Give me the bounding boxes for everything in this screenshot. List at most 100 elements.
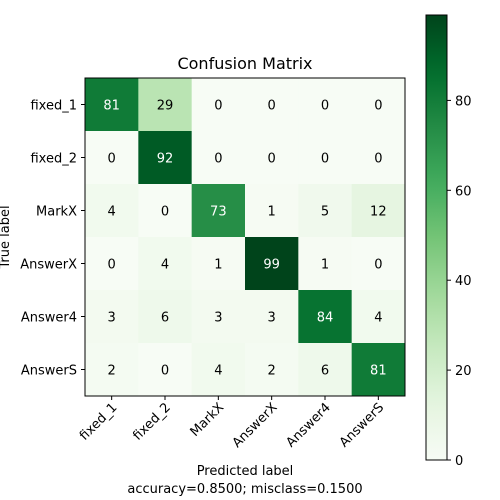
heatmap-cell [245,290,299,344]
heatmap-cell [245,131,299,185]
cell-value-label: 3 [214,311,222,326]
colorbar-tick-label: 0 [455,454,463,469]
heatmap-cell [85,78,139,132]
cell-value-label: 2 [108,364,116,379]
x-tick-label: MarkX [188,400,228,440]
y-axis: fixed_1 fixed_2 MarkX AnswerX Answer4 AnswerS [20,99,85,379]
cell-value-label: 0 [268,152,276,167]
cell-value-label: 0 [214,152,222,167]
heatmap-cell [138,131,193,185]
cell-value-label: 0 [161,364,169,379]
y-tick-label: MarkX [36,205,77,220]
accuracy-footer: accuracy=0.8500; misclass=0.1500 [127,482,362,497]
heatmap-cell [138,78,193,132]
cell-value-label: 12 [370,205,387,220]
y-tick-label: fixed_1 [30,99,77,114]
chart-title: Confusion Matrix [177,54,312,73]
heatmap-cell [351,78,406,132]
cell-value-label: 0 [108,152,116,167]
cell-value-label: 73 [210,205,227,220]
heatmap-cell [351,290,406,344]
y-tick-label: AnswerX [20,258,77,273]
cell-value-label: 99 [263,258,280,273]
x-tick-label: fixed_1 [77,400,120,443]
heatmap-cell [191,290,246,344]
x-axis: fixed_1 fixed_2 MarkX AnswerX Answer4 AnswerS [77,396,387,451]
heatmap-cell [351,131,406,185]
heatmap-cell [351,237,406,291]
heatmap-cell [298,184,353,238]
heatmap-cell [245,237,299,291]
cell-value-label: 4 [214,364,222,379]
heatmap-cell [191,131,246,185]
x-tick-label: AnswerX [230,400,281,451]
colorbar-tick-label: 20 [455,364,472,379]
heatmap-cell [138,290,193,344]
heatmap-cell [85,290,139,344]
heatmap-cell [85,237,139,291]
colorbar-gradient [425,14,448,461]
heatmap-cell [245,184,299,238]
plot-frame [84,77,406,397]
cell-value-label: 81 [103,99,120,114]
cell-value-label: 1 [321,258,329,273]
cell-value-label: 4 [374,311,382,326]
cell-value-label: 6 [161,311,169,326]
cell-value-label: 0 [268,99,276,114]
x-tick-label: Answer4 [284,400,334,450]
cell-value-label: 0 [108,258,116,273]
cell-value-label: 0 [321,99,329,114]
heatmap-cell [85,343,139,397]
cell-value-label: 1 [268,205,276,220]
heatmap-cell [138,184,193,238]
colorbar-tick-label: 80 [455,94,472,109]
colorbar-tick-label: 60 [455,184,472,199]
heatmap-cell [298,290,353,344]
cell-value-label: 0 [374,258,382,273]
cell-value-label: 4 [161,258,169,273]
x-tick-label: fixed_2 [130,400,173,443]
heatmap-cell [245,78,299,132]
y-tick-label: fixed_2 [30,152,77,167]
y-tick-label: Answer4 [21,311,77,326]
heatmap-cell [298,131,353,185]
x-axis-label: Predicted label [197,464,294,479]
heatmap-cells [85,78,406,397]
cell-value-label: 0 [321,152,329,167]
heatmap-cell [351,343,406,397]
heatmap-cell [298,237,353,291]
heatmap-cell [191,343,246,397]
cell-value-label: 5 [321,205,329,220]
cell-value-label: 92 [157,152,174,167]
colorbar-tick-label: 40 [455,274,472,289]
cell-value-label: 0 [374,99,382,114]
y-axis-label: True label [0,205,13,269]
heatmap-cell [85,131,139,185]
heatmap-cell [191,237,246,291]
cell-value-label: 4 [108,205,116,220]
cell-value-label: 84 [317,311,334,326]
heatmap-cell [138,237,193,291]
heatmap-cell [298,343,353,397]
heatmap-cell [138,343,193,397]
heatmap-cell [298,78,353,132]
heatmap-cell [245,343,299,397]
heatmap-cell [351,184,406,238]
x-tick-label: AnswerS [337,400,387,450]
cell-value-label: 29 [157,99,174,114]
colorbar: 0 20 40 60 80 [425,14,472,469]
cell-value-label: 2 [268,364,276,379]
cell-value-label: 6 [321,364,329,379]
heatmap-cell [191,78,246,132]
heatmap-cell [85,184,139,238]
cell-value-label: 0 [214,99,222,114]
cell-value-label: 81 [370,364,387,379]
cell-value-label: 3 [268,311,276,326]
y-tick-label: AnswerS [21,364,77,379]
heatmap-cell-labels: 81 29 0 0 0 00 92 0 0 0 04 0 73 1 5 120 4 1 99 1 03 6 3 3 84 42 0 4… [103,99,386,379]
heatmap-cell [191,184,246,238]
cell-value-label: 1 [214,258,222,273]
cell-value-label: 0 [374,152,382,167]
cell-value-label: 3 [108,311,116,326]
